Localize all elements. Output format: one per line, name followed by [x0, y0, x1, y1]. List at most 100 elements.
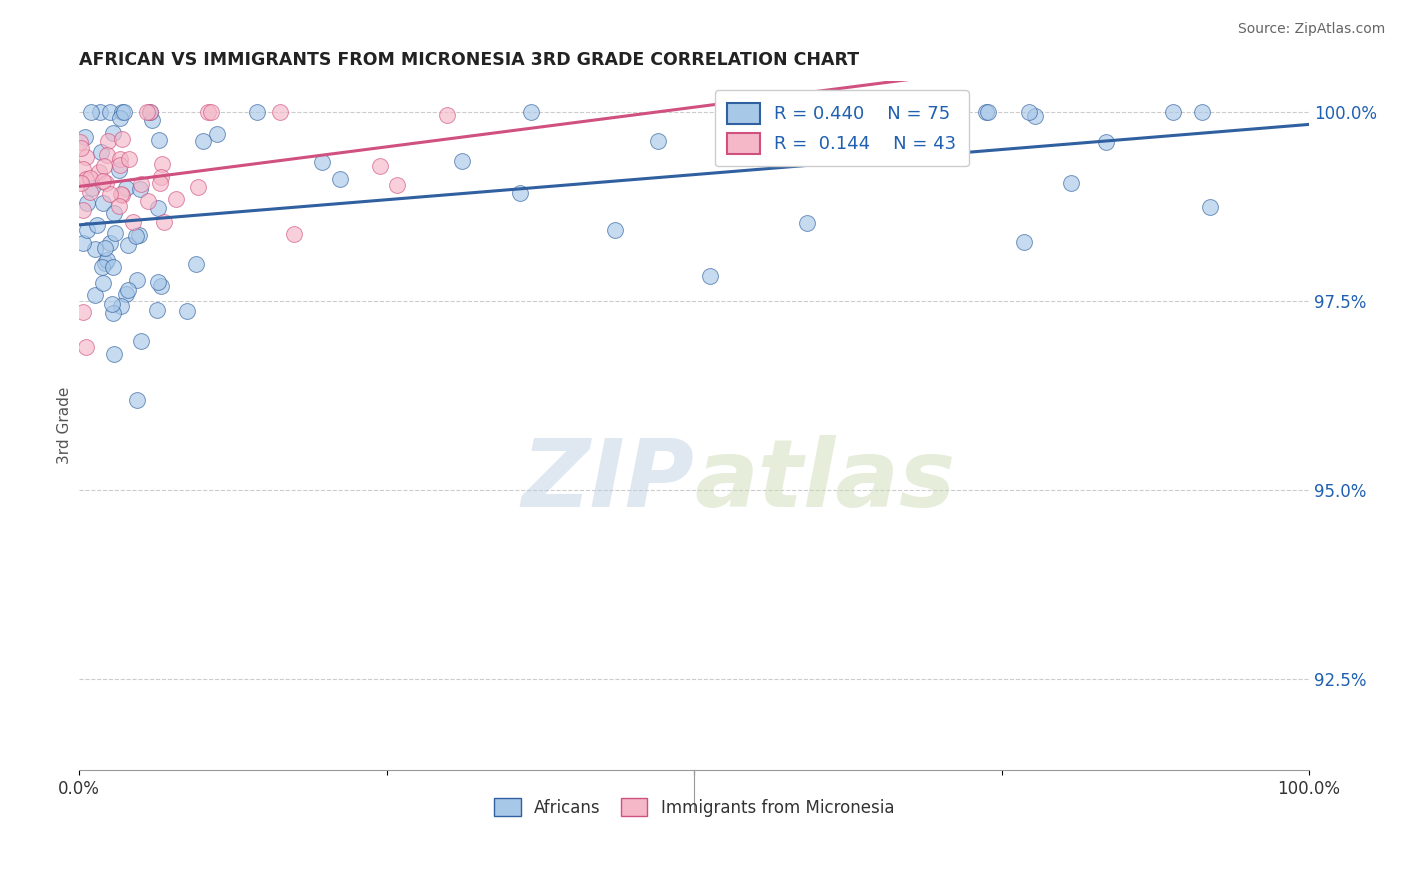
- Point: [69, 141, 91, 155]
- Point: [977, 104, 1000, 119]
- Point: [75, 172, 97, 186]
- Point: [1060, 176, 1083, 190]
- Point: [699, 269, 721, 284]
- Point: [1163, 104, 1185, 119]
- Point: [385, 178, 408, 193]
- Point: [127, 273, 149, 287]
- Point: [1014, 235, 1036, 249]
- Point: [72, 236, 94, 251]
- Point: [283, 227, 305, 241]
- Point: [114, 181, 136, 195]
- Point: [98, 235, 121, 250]
- Point: [111, 104, 134, 119]
- Point: [136, 104, 159, 119]
- Point: [103, 306, 125, 320]
- Point: [72, 203, 94, 218]
- Point: [108, 111, 131, 125]
- Point: [79, 185, 101, 199]
- Point: [125, 228, 148, 243]
- Point: [103, 206, 125, 220]
- Point: [1024, 110, 1046, 124]
- Point: [72, 161, 94, 176]
- Point: [184, 257, 207, 271]
- Point: [75, 150, 97, 164]
- Point: [94, 240, 117, 254]
- Point: [101, 297, 124, 311]
- Point: [117, 237, 139, 252]
- Point: [117, 283, 139, 297]
- Point: [269, 104, 291, 119]
- Point: [101, 126, 124, 140]
- Point: [111, 188, 134, 202]
- Point: [149, 176, 172, 190]
- Point: [122, 215, 145, 229]
- Point: [876, 151, 898, 165]
- Point: [127, 392, 149, 407]
- Point: [605, 223, 627, 237]
- Point: [98, 186, 121, 201]
- Point: [111, 131, 134, 145]
- Point: [108, 163, 131, 178]
- Point: [1191, 104, 1213, 119]
- Point: [112, 104, 135, 119]
- Point: [69, 177, 91, 191]
- Point: [929, 104, 952, 119]
- Point: [436, 108, 458, 122]
- Point: [146, 303, 169, 318]
- Point: [200, 104, 222, 119]
- Point: [80, 105, 103, 120]
- Y-axis label: 3rd Grade: 3rd Grade: [58, 387, 72, 465]
- Point: [974, 104, 997, 119]
- Point: [186, 179, 208, 194]
- Point: [84, 288, 107, 302]
- Point: [129, 181, 152, 195]
- Point: [96, 148, 118, 162]
- Point: [91, 260, 114, 274]
- Point: [93, 159, 115, 173]
- Point: [368, 159, 391, 173]
- Point: [118, 153, 141, 167]
- Point: [1018, 104, 1040, 119]
- Point: [103, 346, 125, 360]
- Point: [150, 169, 173, 184]
- Text: AFRICAN VS IMMIGRANTS FROM MICRONESIA 3RD GRADE CORRELATION CHART: AFRICAN VS IMMIGRANTS FROM MICRONESIA 3R…: [79, 51, 859, 69]
- Point: [647, 134, 669, 148]
- Point: [75, 130, 97, 145]
- Point: [98, 104, 121, 119]
- Point: [91, 174, 114, 188]
- Point: [329, 172, 352, 186]
- Point: [84, 242, 107, 256]
- Text: Source: ZipAtlas.com: Source: ZipAtlas.com: [1237, 22, 1385, 37]
- Point: [796, 216, 818, 230]
- Point: [451, 154, 474, 169]
- Point: [150, 279, 173, 293]
- Point: [91, 196, 114, 211]
- Point: [79, 170, 101, 185]
- Point: [108, 157, 131, 171]
- Point: [97, 134, 120, 148]
- Point: [128, 228, 150, 243]
- Point: [107, 199, 129, 213]
- Point: [1199, 200, 1222, 214]
- Point: [191, 135, 214, 149]
- Point: [94, 256, 117, 270]
- Point: [75, 340, 97, 354]
- Point: [245, 104, 267, 119]
- Point: [1094, 136, 1116, 150]
- Text: ZIP: ZIP: [522, 434, 695, 527]
- Point: [110, 299, 132, 313]
- Text: atlas: atlas: [695, 434, 955, 527]
- Point: [114, 287, 136, 301]
- Point: [96, 252, 118, 267]
- Point: [110, 186, 132, 201]
- Point: [136, 194, 159, 209]
- Point: [72, 305, 94, 319]
- Point: [103, 260, 125, 275]
- Point: [104, 226, 127, 240]
- Point: [76, 196, 98, 211]
- Point: [80, 181, 103, 195]
- Point: [141, 112, 163, 127]
- Point: [139, 104, 162, 119]
- Point: [139, 104, 162, 119]
- Point: [89, 165, 111, 179]
